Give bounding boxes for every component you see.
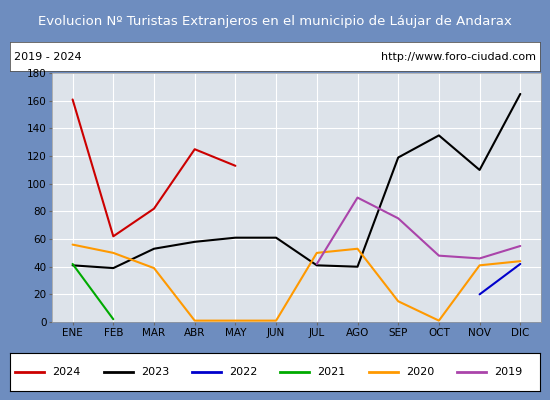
Text: 2024: 2024 (52, 367, 81, 377)
Text: 2020: 2020 (406, 367, 434, 377)
Text: 2019: 2019 (494, 367, 522, 377)
Text: 2022: 2022 (229, 367, 257, 377)
Text: 2021: 2021 (317, 367, 345, 377)
Text: 2023: 2023 (141, 367, 169, 377)
Text: 2019 - 2024: 2019 - 2024 (14, 52, 82, 62)
Text: Evolucion Nº Turistas Extranjeros en el municipio de Láujar de Andarax: Evolucion Nº Turistas Extranjeros en el … (38, 14, 512, 28)
Text: http://www.foro-ciudad.com: http://www.foro-ciudad.com (381, 52, 536, 62)
